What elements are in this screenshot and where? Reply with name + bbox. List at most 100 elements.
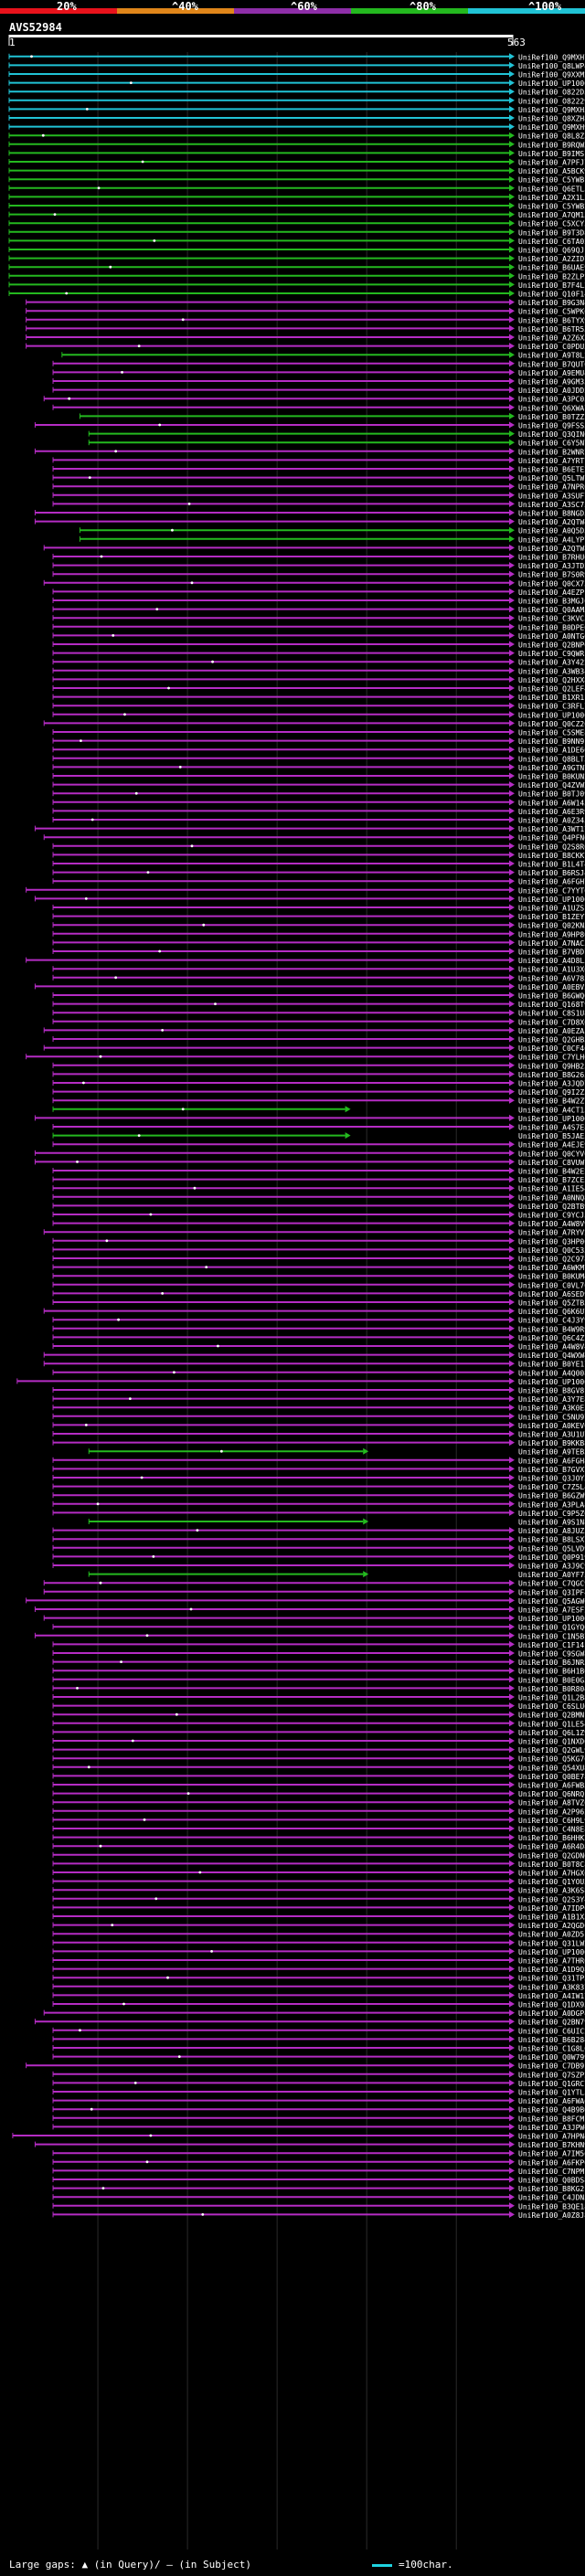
hit-accession[interactable]: UniRef100_Q9MXH5 [518, 106, 585, 114]
hit-accession[interactable]: UniRef100_A4Q008 [518, 1369, 585, 1377]
hit-accession[interactable]: UniRef100_C6TA02 [518, 238, 585, 246]
hit-accession[interactable]: UniRef100_A0NNQ8 [518, 1193, 585, 1202]
hit-accession[interactable]: UniRef100_C6UIC2 [518, 2027, 585, 2035]
hit-accession[interactable]: UniRef100_A0Z345 [518, 817, 585, 825]
hit-accession[interactable]: UniRef100_B6H1B6 [518, 1668, 585, 1676]
hit-accession[interactable]: UniRef100_A0JDD2 [518, 387, 585, 395]
hit-accession[interactable]: UniRef100_B5JAE5 [518, 1132, 585, 1140]
hit-accession[interactable]: UniRef100_B6GWQ0 [518, 992, 585, 1001]
hit-accession[interactable]: UniRef100_B7S0R9 [518, 571, 585, 579]
hit-accession[interactable]: UniRef100_C4N8E8 [518, 1826, 585, 1834]
hit-accession[interactable]: UniRef100_O822D5 [518, 89, 585, 97]
hit-accession[interactable]: UniRef100_A1IE54 [518, 1185, 585, 1193]
hit-accession[interactable]: UniRef100_Q6K6U7 [518, 1308, 585, 1316]
hit-accession[interactable]: UniRef100_UP1000... [518, 1378, 585, 1386]
hit-accession[interactable]: UniRef100_B6ETE2 [518, 466, 585, 474]
hit-accession[interactable]: UniRef100_Q10F14 [518, 291, 585, 299]
hit-accession[interactable]: UniRef100_Q3IPF4 [518, 1588, 585, 1596]
hit-accession[interactable]: UniRef100_Q1L2B8 [518, 1694, 585, 1702]
hit-accession[interactable]: UniRef100_B8G265 [518, 1071, 585, 1079]
hit-accession[interactable]: UniRef100_A0KEV0 [518, 1422, 585, 1430]
hit-accession[interactable]: UniRef100_C7NPM1 [518, 2168, 585, 2176]
hit-accession[interactable]: UniRef100_B9NN91 [518, 737, 585, 746]
hit-accession[interactable]: UniRef100_C7QGC9 [518, 1580, 585, 1588]
hit-accession[interactable]: UniRef100_B0E0G5 [518, 1676, 585, 1684]
hit-accession[interactable]: UniRef100_C5NU97 [518, 1413, 585, 1421]
hit-accession[interactable]: UniRef100_A4IW17 [518, 1992, 585, 2000]
hit-accession[interactable]: UniRef100_Q8BLT5 [518, 755, 585, 763]
hit-accession[interactable]: UniRef100_A4EZP1 [518, 588, 585, 597]
hit-accession[interactable]: UniRef100_Q1YTL5 [518, 2089, 585, 2097]
hit-accession[interactable]: UniRef100_B9KKB8 [518, 1439, 585, 1447]
hit-accession[interactable]: UniRef100_Q4ZVW2 [518, 781, 585, 790]
hit-accession[interactable]: UniRef100_C8VUW1 [518, 1159, 585, 1167]
hit-accession[interactable]: UniRef100_C5YWB2 [518, 203, 585, 211]
hit-accession[interactable]: UniRef100_Q31TP5 [518, 1975, 585, 1983]
hit-accession[interactable]: UniRef100_A9TEB3 [518, 1448, 585, 1457]
hit-accession[interactable]: UniRef100_B7RHU6 [518, 554, 585, 562]
hit-accession[interactable]: UniRef100_A3JQD7 [518, 1080, 585, 1088]
hit-accession[interactable]: UniRef100_B6TYX9 [518, 316, 585, 324]
hit-accession[interactable]: UniRef100_Q9MXH9 [518, 123, 585, 132]
hit-accession[interactable]: UniRef100_A4W8V9 [518, 1220, 585, 1228]
hit-accession[interactable]: UniRef100_B4W2E2 [518, 1168, 585, 1176]
hit-accession[interactable]: UniRef100_A9HP80 [518, 930, 585, 938]
hit-accession[interactable]: UniRef100_B9IMS1 [518, 150, 585, 158]
hit-accession[interactable]: UniRef100_A7HPN4 [518, 2133, 585, 2141]
hit-accession[interactable]: UniRef100_A2Z6X3 [518, 334, 585, 343]
hit-accession[interactable]: UniRef100_C1N5B7 [518, 1632, 585, 1640]
hit-accession[interactable]: UniRef100_B6HHK2 [518, 1834, 585, 1842]
hit-accession[interactable]: UniRef100_A3Y422 [518, 659, 585, 667]
hit-accession[interactable]: UniRef100_A3JPW6 [518, 2124, 585, 2132]
hit-accession[interactable]: UniRef100_A3K837 [518, 1983, 585, 1991]
hit-accession[interactable]: UniRef100_A0EZA5 [518, 1027, 585, 1035]
hit-accession[interactable]: UniRef100_C7YLH0 [518, 1054, 585, 1062]
hit-accession[interactable]: UniRef100_C5WPK6 [518, 308, 585, 316]
hit-accession[interactable]: UniRef100_A7QM13 [518, 211, 585, 219]
hit-accession[interactable]: UniRef100_C0CF46 [518, 1044, 585, 1053]
hit-accession[interactable]: UniRef100_UP1000... [518, 1115, 585, 1123]
hit-accession[interactable]: UniRef100_Q1YOU3 [518, 1878, 585, 1886]
hit-accession[interactable]: UniRef100_B9T3D8 [518, 228, 585, 237]
hit-accession[interactable]: UniRef100_A7HGX6 [518, 1870, 585, 1878]
hit-accession[interactable]: UniRef100_C9QWR1 [518, 650, 585, 658]
hit-accession[interactable]: UniRef100_B8LSX7 [518, 1536, 585, 1544]
hit-accession[interactable]: UniRef100_Q0BDS8 [518, 2177, 585, 2185]
hit-accession[interactable]: UniRef100_B6B284 [518, 2036, 585, 2044]
hit-accession[interactable]: UniRef100_A2P962 [518, 1807, 585, 1816]
hit-accession[interactable]: UniRef100_B7F4L2 [518, 281, 585, 290]
hit-accession[interactable]: UniRef100_A0DGP4 [518, 2009, 585, 2018]
hit-accession[interactable]: UniRef100_Q5LTW1 [518, 474, 585, 482]
hit-accession[interactable]: UniRef100_A1DE60 [518, 747, 585, 755]
hit-accession[interactable]: UniRef100_A0EBV5 [518, 983, 585, 991]
hit-accession[interactable]: UniRef100_C3RFL7 [518, 703, 585, 711]
hit-accession[interactable]: UniRef100_C7YYT6 [518, 886, 585, 895]
hit-accession[interactable]: UniRef100_Q2LEF4 [518, 685, 585, 694]
hit-accession[interactable]: UniRef100_A2ZID7 [518, 255, 585, 263]
hit-accession[interactable]: UniRef100_A3SUF7 [518, 492, 585, 500]
hit-accession[interactable]: UniRef100_A7IDP6 [518, 1904, 585, 1913]
hit-accession[interactable]: UniRef100_UP1000... [518, 711, 585, 719]
hit-accession[interactable]: UniRef100_A7ESF2 [518, 1606, 585, 1615]
hit-accession[interactable]: UniRef100_Q2GHB3 [518, 1036, 585, 1044]
hit-accession[interactable]: UniRef100_B6GZW9 [518, 1492, 585, 1500]
hit-accession[interactable]: UniRef100_B8FCM1 [518, 2115, 585, 2123]
hit-accession[interactable]: UniRef100_B2WNR7 [518, 448, 585, 456]
hit-accession[interactable]: UniRef100_Q9I2Z5 [518, 1088, 585, 1097]
hit-accession[interactable]: UniRef100_B6UAE9 [518, 264, 585, 272]
hit-accession[interactable]: UniRef100_Q8LWP4 [518, 62, 585, 70]
hit-accession[interactable]: UniRef100_B8KG21 [518, 2185, 585, 2193]
hit-accession[interactable]: UniRef100_A8TVZ6 [518, 1799, 585, 1807]
hit-accession[interactable]: UniRef100_A6V785 [518, 974, 585, 982]
hit-accession[interactable]: UniRef100_Q1GYQ0 [518, 1624, 585, 1632]
hit-accession[interactable]: UniRef100_B9G3N4 [518, 299, 585, 307]
hit-accession[interactable]: UniRef100_C5XCY5 [518, 220, 585, 228]
hit-accession[interactable]: UniRef100_Q9FSS5 [518, 422, 585, 430]
hit-accession[interactable]: UniRef100_UP1000... [518, 80, 585, 88]
hit-accession[interactable]: UniRef100_Q2S3Y4 [518, 1895, 585, 1903]
hit-accession[interactable]: UniRef100_B0R804 [518, 1685, 585, 1693]
hit-accession[interactable]: UniRef100_A5BCK9 [518, 167, 585, 175]
hit-accession[interactable]: UniRef100_A7YRT7 [518, 457, 585, 465]
hit-accession[interactable]: UniRef100_Q2GWL9 [518, 1746, 585, 1754]
hit-accession[interactable]: UniRef100_Q0CX73 [518, 579, 585, 588]
